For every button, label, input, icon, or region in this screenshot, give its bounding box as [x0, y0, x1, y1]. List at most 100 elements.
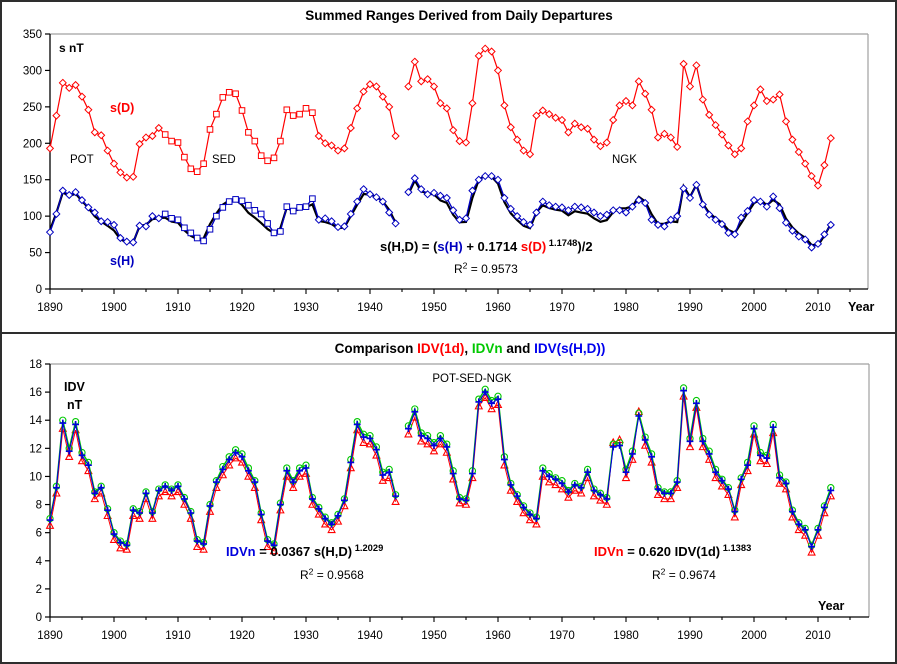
x-axis-tick-label: 1940: [357, 302, 383, 314]
data-point-IDV1d: [487, 403, 496, 413]
data-point-sD: [538, 106, 547, 115]
data-point-sH: [756, 197, 765, 206]
data-point-IDVsHD: [571, 481, 579, 489]
data-point-IDVsHD: [225, 456, 233, 463]
annotation-unit-label: s nT: [59, 41, 84, 55]
data-point-sD: [474, 51, 483, 60]
data-point-IDVsHD: [635, 412, 643, 420]
data-point-IDVsHD: [558, 480, 566, 487]
data-point-IDV1d: [794, 524, 804, 534]
annotation-unit-label-1: IDV: [64, 380, 86, 394]
data-point-IDV1d: [653, 489, 663, 498]
data-point-sD: [141, 133, 151, 142]
data-point-sD: [289, 112, 297, 119]
data-point-sD: [417, 77, 426, 86]
data-point-IDVsHD: [584, 468, 591, 476]
annotation-equation-1-part: IDVn: [226, 544, 256, 559]
data-point-sH: [302, 203, 310, 210]
data-point-sD: [187, 165, 195, 173]
x-axis-tick-label: 1930: [293, 302, 319, 314]
data-point-sH: [340, 222, 349, 231]
data-point-IDVsHD: [245, 467, 252, 475]
data-point-sH: [289, 207, 297, 215]
data-point-IDVsHD: [469, 470, 476, 478]
data-point-IDVsHD: [46, 516, 54, 524]
data-point-sH: [238, 197, 246, 205]
data-point-sH: [359, 185, 368, 194]
data-point-IDVsHD: [232, 449, 239, 456]
annotation-ngk-label-part: NGK: [612, 154, 637, 166]
data-point-IDV1d: [160, 486, 170, 496]
data-point-sH: [621, 208, 631, 217]
data-point-sD: [359, 87, 368, 96]
data-point-sD: [692, 61, 701, 70]
data-point-sH: [641, 198, 650, 208]
data-point-sD: [724, 141, 733, 150]
data-point-IDV1d: [557, 484, 567, 493]
y-axis-tick-label: 18: [29, 359, 42, 371]
data-point-IDVsHD: [443, 443, 451, 451]
x-axis-tick-label: 1920: [229, 302, 255, 314]
data-point-IDVsHD: [181, 495, 188, 503]
data-point-sH: [673, 212, 682, 221]
y-axis-tick-label: 6: [36, 528, 42, 540]
data-point-IDVsHD: [475, 398, 483, 406]
annotation-equation-1-part: 1.2029: [352, 543, 383, 553]
data-point-sD: [245, 129, 252, 136]
data-point-sH: [506, 204, 515, 213]
data-point-IDV1d: [436, 439, 445, 448]
data-point-sH: [314, 215, 323, 224]
annotation-unit-label-part: s nT: [59, 41, 84, 55]
y-axis-tick-label: 250: [23, 102, 42, 114]
data-point-sD: [232, 90, 239, 98]
data-point-IDV1d: [404, 429, 413, 438]
data-point-sD: [775, 90, 784, 99]
x-axis-tick-label: 1920: [229, 630, 255, 642]
data-point-IDVsHD: [264, 537, 271, 545]
data-point-sD: [653, 133, 663, 142]
data-point-IDVsHD: [200, 540, 207, 548]
annotation-ngk-label: NGK: [612, 154, 637, 166]
data-point-IDV1d: [461, 499, 471, 508]
data-point-sH: [353, 197, 362, 206]
data-point-sH: [500, 193, 509, 203]
annotation-equation-2-part: IDVn: [594, 544, 624, 559]
data-point-sD: [423, 75, 432, 84]
data-point-sH: [749, 196, 759, 205]
data-point-sH: [187, 229, 195, 237]
data-point-sD: [730, 150, 739, 159]
data-point-IDV1d: [544, 477, 554, 486]
y-axis-tick-label: 10: [29, 471, 42, 483]
data-point-sD: [813, 181, 823, 190]
chart-title-part: IDVn: [472, 341, 503, 356]
data-point-sH: [309, 195, 316, 202]
data-point-sH: [692, 180, 701, 189]
data-point-IDVsHD: [347, 458, 355, 466]
data-point-IDVsHD: [296, 467, 303, 475]
data-point-sH: [583, 204, 592, 213]
data-point-sH: [45, 228, 55, 237]
data-point-IDVsHD: [187, 509, 195, 517]
data-point-sD: [442, 104, 451, 113]
data-point-IDVsHD: [283, 467, 291, 475]
annotation-year-label: Year: [848, 300, 875, 314]
data-point-sD: [647, 105, 656, 114]
data-point-IDVsHD: [481, 388, 489, 396]
data-point-IDV1d: [698, 441, 708, 451]
data-point-IDVsHD: [462, 496, 470, 504]
x-axis-tick-label: 1900: [101, 302, 127, 314]
x-axis-tick-label: 1890: [37, 630, 63, 642]
data-point-sD: [225, 88, 233, 96]
data-point-sH: [596, 212, 605, 221]
data-point-IDVsHD: [654, 485, 662, 493]
data-point-IDVsHD: [648, 453, 655, 461]
data-point-IDV1d: [378, 475, 388, 484]
data-point-IDVsHD: [174, 482, 182, 490]
data-point-IDVsHD: [123, 541, 131, 549]
data-point-sD: [200, 160, 207, 167]
data-point-sH: [436, 191, 445, 200]
data-point-sD: [685, 82, 695, 91]
data-point-sD: [90, 128, 99, 137]
data-point-IDVsHD: [539, 467, 547, 475]
chart-title-part: Summed Ranges Derived from Daily Departu…: [305, 8, 613, 23]
